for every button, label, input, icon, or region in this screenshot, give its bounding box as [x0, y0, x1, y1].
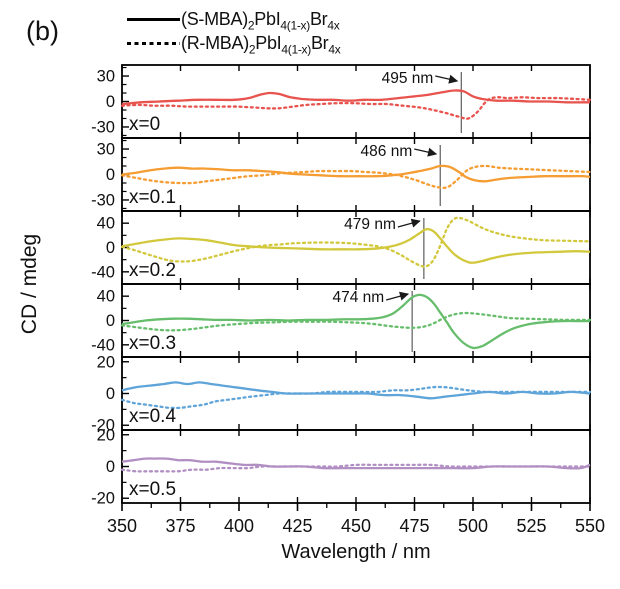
- y-tick-label: 30: [97, 68, 115, 86]
- annotation-label: 486 nm: [361, 143, 413, 160]
- r-mba-dashed-curve: [120, 164, 592, 190]
- y-tick-label: 0: [106, 312, 115, 330]
- legend-label-s-mba: (S-MBA)2PbI4(1-x)Br4x: [181, 8, 340, 33]
- panel-label: x=0: [129, 114, 160, 135]
- dotted-line-swatch: [127, 41, 180, 45]
- y-tick-label: 20: [97, 353, 115, 371]
- panel-label: x=0.3: [129, 333, 176, 354]
- y-tick-label: -30: [91, 118, 115, 136]
- y-tick-label: -40: [91, 263, 115, 281]
- s-mba-solid-curve: [121, 293, 590, 350]
- x-axis-tick-label: 450: [341, 516, 371, 536]
- y-tick-label: 40: [97, 288, 115, 306]
- x-axis-tick-label: 425: [282, 516, 312, 536]
- panel-label: x=0.4: [129, 406, 176, 427]
- x-axis-title: Wavelength / nm: [281, 541, 431, 563]
- legend-label-r-mba: (R-MBA)2PbI4(1-x)Br4x: [181, 32, 341, 57]
- r-mba-dashed-curve: [120, 96, 592, 120]
- y-tick-label: 30: [97, 141, 115, 159]
- x-axis-tick-label: 500: [458, 516, 488, 536]
- y-tick-label: 20: [97, 426, 115, 444]
- y-tick-label: -20: [91, 417, 115, 435]
- y-tick-label: 0: [106, 458, 115, 476]
- x-axis-tick-label: 400: [224, 516, 254, 536]
- s-mba-solid-curve: [121, 381, 591, 400]
- r-mba-dashed-curve: [120, 385, 592, 410]
- x-axis-tick-label: 550: [575, 516, 605, 536]
- panel-x01: 30 0 -30 486 nm x=0.1: [91, 137, 592, 212]
- y-tick-label: 0: [106, 239, 115, 257]
- x-axis-tick-label: 375: [165, 516, 195, 536]
- panel-x0: 30 0 -30 495 nm x=0: [91, 64, 592, 139]
- annotation-label: 474 nm: [332, 289, 384, 306]
- panel-x02: 40 0 -40 479 nm x=0.2: [91, 210, 592, 285]
- annotation-arrow: [385, 291, 410, 301]
- s-mba-solid-curve: [121, 228, 591, 264]
- panel-x04: 20 0 -20 x=0.4: [91, 353, 592, 435]
- annotation-label: 479 nm: [344, 216, 396, 233]
- legend-item-s-mba: (S-MBA)2PbI4(1-x)Br4x: [127, 7, 340, 31]
- r-mba-dashed-curve: [120, 311, 592, 332]
- solid-line-swatch: [127, 17, 180, 21]
- legend-item-r-mba: (R-MBA)2PbI4(1-x)Br4x: [127, 31, 341, 57]
- y-tick-label: 0: [106, 385, 115, 403]
- s-mba-solid-curve: [121, 457, 591, 470]
- panel-x03: 40 0 -40 474 nm x=0.3: [91, 283, 592, 358]
- s-mba-solid-curve: [121, 89, 591, 106]
- annotation-arrow: [414, 147, 438, 157]
- panel-label: x=0.1: [129, 187, 176, 208]
- annotation-arrow: [397, 218, 421, 228]
- s-mba-solid-curve: [121, 164, 591, 183]
- panel-x05: 20 0 -20 x=0.5: [91, 426, 592, 508]
- y-tick-label: 0: [106, 166, 115, 184]
- y-tick-label: -30: [91, 191, 115, 209]
- panel-frame: [121, 137, 591, 212]
- y-tick-label: 0: [106, 93, 115, 111]
- r-mba-dashed-curve: [120, 216, 592, 268]
- x-axis-tick-label: 525: [516, 516, 546, 536]
- legend: (S-MBA)2PbI4(1-x)Br4x (R-MBA)2PbI4(1-x)B…: [127, 7, 341, 57]
- figure-label: (b): [26, 16, 59, 46]
- y-tick-label: -20: [91, 490, 115, 508]
- y-tick-label: 40: [97, 215, 115, 233]
- x-axis-tick-label: 350: [107, 516, 137, 536]
- panel-label: x=0.5: [129, 479, 176, 500]
- x-axis-tick-label: 475: [399, 516, 429, 536]
- x-axis: 350 375 400 425 450 475 500 525 550: [107, 503, 605, 536]
- annotation-arrow: [435, 74, 459, 84]
- panel-label: x=0.2: [129, 260, 176, 281]
- y-tick-label: -40: [91, 336, 115, 354]
- annotation-label: 495 nm: [382, 70, 434, 87]
